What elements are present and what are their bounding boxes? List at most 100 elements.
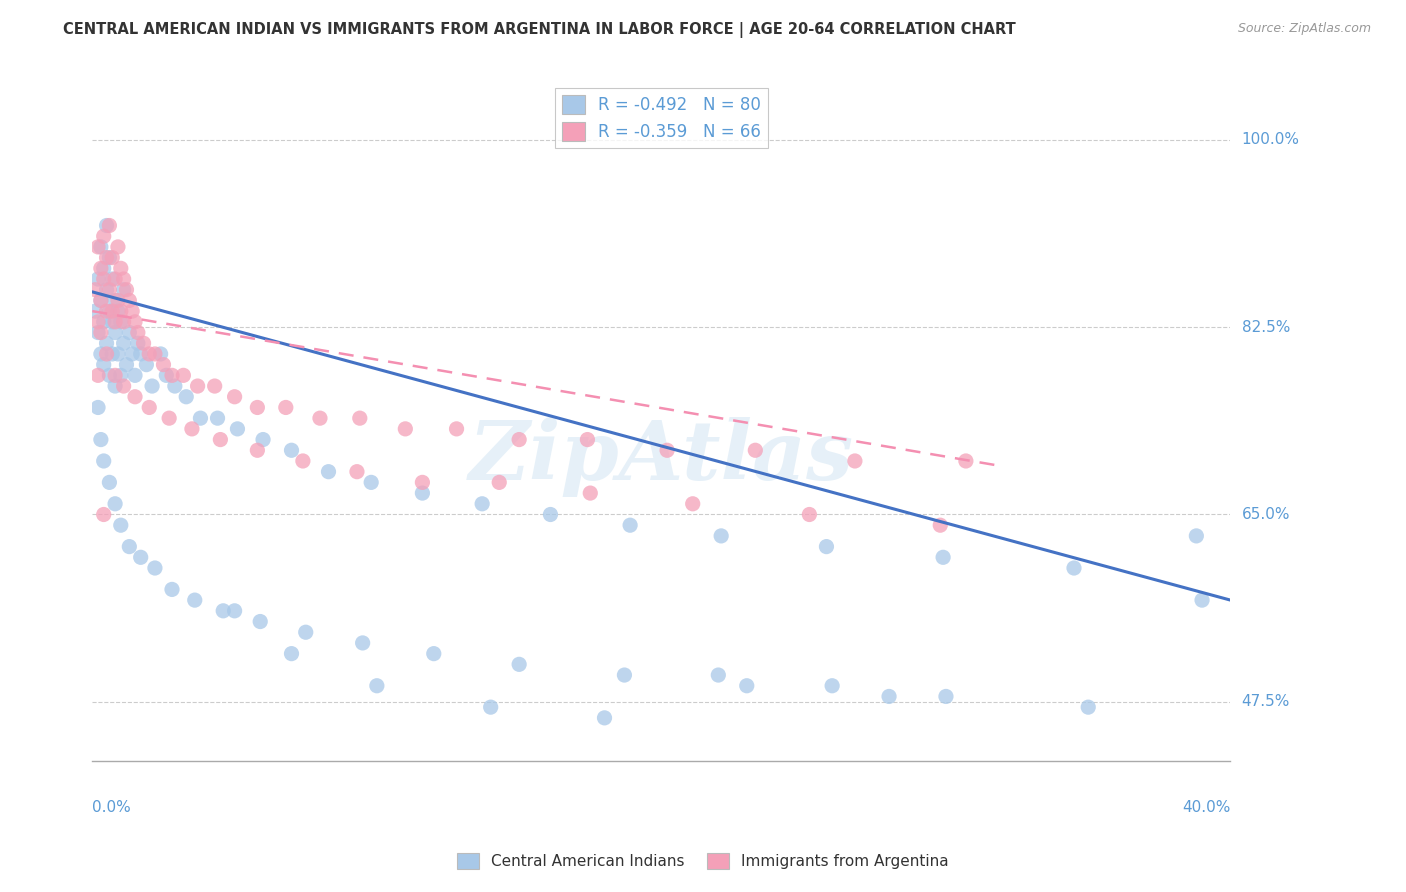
Point (104, 379, 127, 393)
Point (744, 443, 766, 458)
Point (96, 304, 118, 318)
Point (349, 411, 371, 425)
Point (110, 261, 132, 276)
Point (96, 283, 118, 297)
Text: 65.0%: 65.0% (1241, 507, 1291, 522)
Point (346, 465, 368, 479)
Point (138, 401, 160, 415)
Point (143, 561, 166, 575)
Point (152, 358, 174, 372)
Text: 40.0%: 40.0% (1182, 799, 1230, 814)
Point (411, 486, 433, 500)
Point (274, 401, 297, 415)
Point (187, 379, 209, 393)
Point (93, 454, 115, 468)
Text: 100.0%: 100.0% (1241, 132, 1299, 147)
Point (96, 219, 118, 233)
Point (799, 508, 821, 522)
Point (110, 368, 132, 383)
Point (141, 379, 163, 393)
Point (115, 358, 138, 372)
Text: 0.0%: 0.0% (93, 799, 131, 814)
Point (124, 315, 146, 329)
Legend: Central American Indians, Immigrants from Argentina: Central American Indians, Immigrants fro… (451, 847, 955, 875)
Point (98, 475, 121, 490)
Point (118, 293, 141, 308)
Point (107, 347, 129, 361)
Point (87, 315, 110, 329)
Point (90, 261, 112, 276)
Point (411, 475, 433, 490)
Point (101, 272, 124, 286)
Point (1077, 700, 1099, 714)
Point (101, 251, 124, 265)
Point (508, 433, 530, 447)
Point (252, 433, 274, 447)
Point (224, 390, 246, 404)
Point (84, 283, 107, 297)
Point (93, 272, 115, 286)
Point (129, 347, 152, 361)
Point (212, 604, 235, 618)
Point (93, 508, 115, 522)
Point (104, 497, 127, 511)
Point (204, 379, 226, 393)
Point (112, 379, 135, 393)
Point (160, 582, 183, 597)
Point (110, 315, 132, 329)
Point (682, 497, 704, 511)
Point (710, 529, 733, 543)
Point (394, 422, 416, 436)
Point (735, 679, 758, 693)
Point (160, 368, 183, 383)
Point (1185, 529, 1208, 543)
Point (104, 293, 127, 308)
Point (707, 668, 730, 682)
Point (112, 315, 135, 329)
Point (471, 497, 494, 511)
Point (821, 679, 844, 693)
Point (127, 326, 149, 340)
Point (815, 540, 838, 554)
Point (226, 422, 249, 436)
Point (87, 401, 110, 415)
Point (132, 336, 155, 351)
Point (423, 647, 446, 661)
Point (157, 411, 180, 425)
Point (104, 368, 127, 383)
Point (932, 550, 955, 565)
Point (163, 379, 186, 393)
Point (87, 326, 110, 340)
Point (280, 443, 302, 458)
Point (93, 261, 115, 276)
Point (291, 454, 314, 468)
Point (246, 443, 269, 458)
Point (96, 336, 118, 351)
Point (98, 283, 121, 297)
Text: 47.5%: 47.5% (1241, 694, 1289, 709)
Point (104, 326, 127, 340)
Point (93, 229, 115, 244)
Point (112, 272, 135, 286)
Point (98, 368, 121, 383)
Point (1063, 561, 1085, 575)
Point (224, 604, 246, 618)
Point (96, 347, 118, 361)
Point (124, 390, 146, 404)
Point (118, 540, 141, 554)
Point (181, 422, 204, 436)
Point (929, 518, 952, 533)
Text: 82.5%: 82.5% (1241, 319, 1289, 334)
Point (174, 390, 197, 404)
Point (576, 433, 599, 447)
Point (155, 368, 177, 383)
Text: ZipAtlas: ZipAtlas (468, 417, 853, 497)
Point (207, 411, 229, 425)
Point (101, 315, 124, 329)
Point (488, 475, 510, 490)
Point (101, 347, 124, 361)
Point (87, 240, 110, 254)
Point (129, 550, 152, 565)
Point (655, 443, 678, 458)
Point (107, 240, 129, 254)
